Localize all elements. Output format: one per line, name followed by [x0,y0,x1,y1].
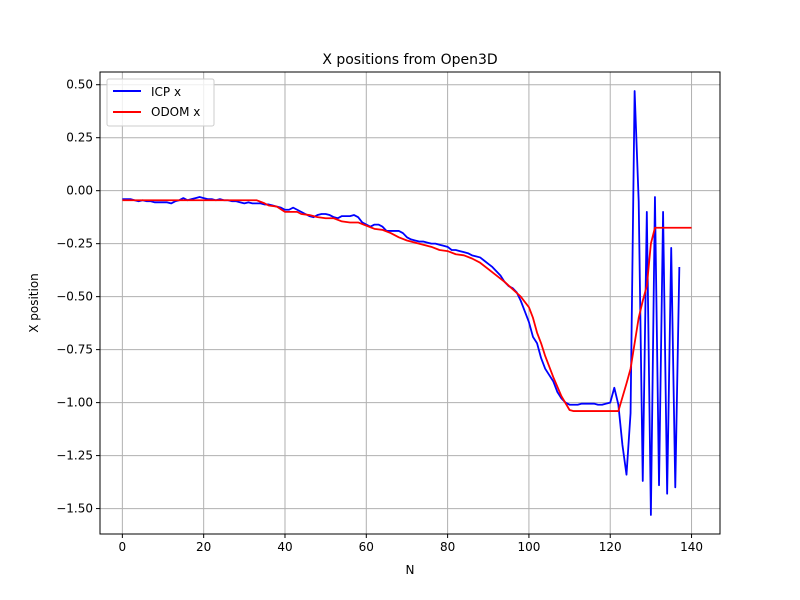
y-axis-label: X position [27,273,41,333]
axes-frame [99,71,721,535]
series-group [122,90,692,516]
x-tick-label: 100 [517,540,540,554]
y-tick-label: 0.00 [66,184,93,198]
y-tick-label: −0.75 [56,343,93,357]
y-tick-label: −1.25 [56,449,93,463]
x-tick-label: 40 [277,540,292,554]
y-tick-label: 0.50 [66,78,93,92]
x-tick-label: 120 [599,540,622,554]
x-tick-label: 80 [440,540,455,554]
legend: ICP x ODOM x [106,78,215,127]
x-tick-label: 140 [680,540,703,554]
x-ticks: 0 20 40 60 80 100 120 140 [119,534,703,554]
series-line-odom-x [122,199,692,412]
y-tick-label: 0.25 [66,131,93,145]
y-ticks: 0.50 0.25 0.00 −0.25 −0.50 −0.75 −1.00 −1.25 −1.… [56,78,100,516]
legend-label-odom: ODOM x [151,105,200,119]
chart-title: X positions from Open3D [322,52,497,68]
legend-label-icp: ICP x [151,85,181,99]
y-tick-label: −1.00 [56,396,93,410]
x-axis-label: N [406,563,415,577]
x-tick-label: 20 [196,540,211,554]
x-tick-label: 0 [119,540,127,554]
x-tick-label: 60 [359,540,374,554]
y-tick-label: −1.50 [56,502,93,516]
y-tick-label: −0.50 [56,290,93,304]
y-tick-label: −0.25 [56,237,93,251]
